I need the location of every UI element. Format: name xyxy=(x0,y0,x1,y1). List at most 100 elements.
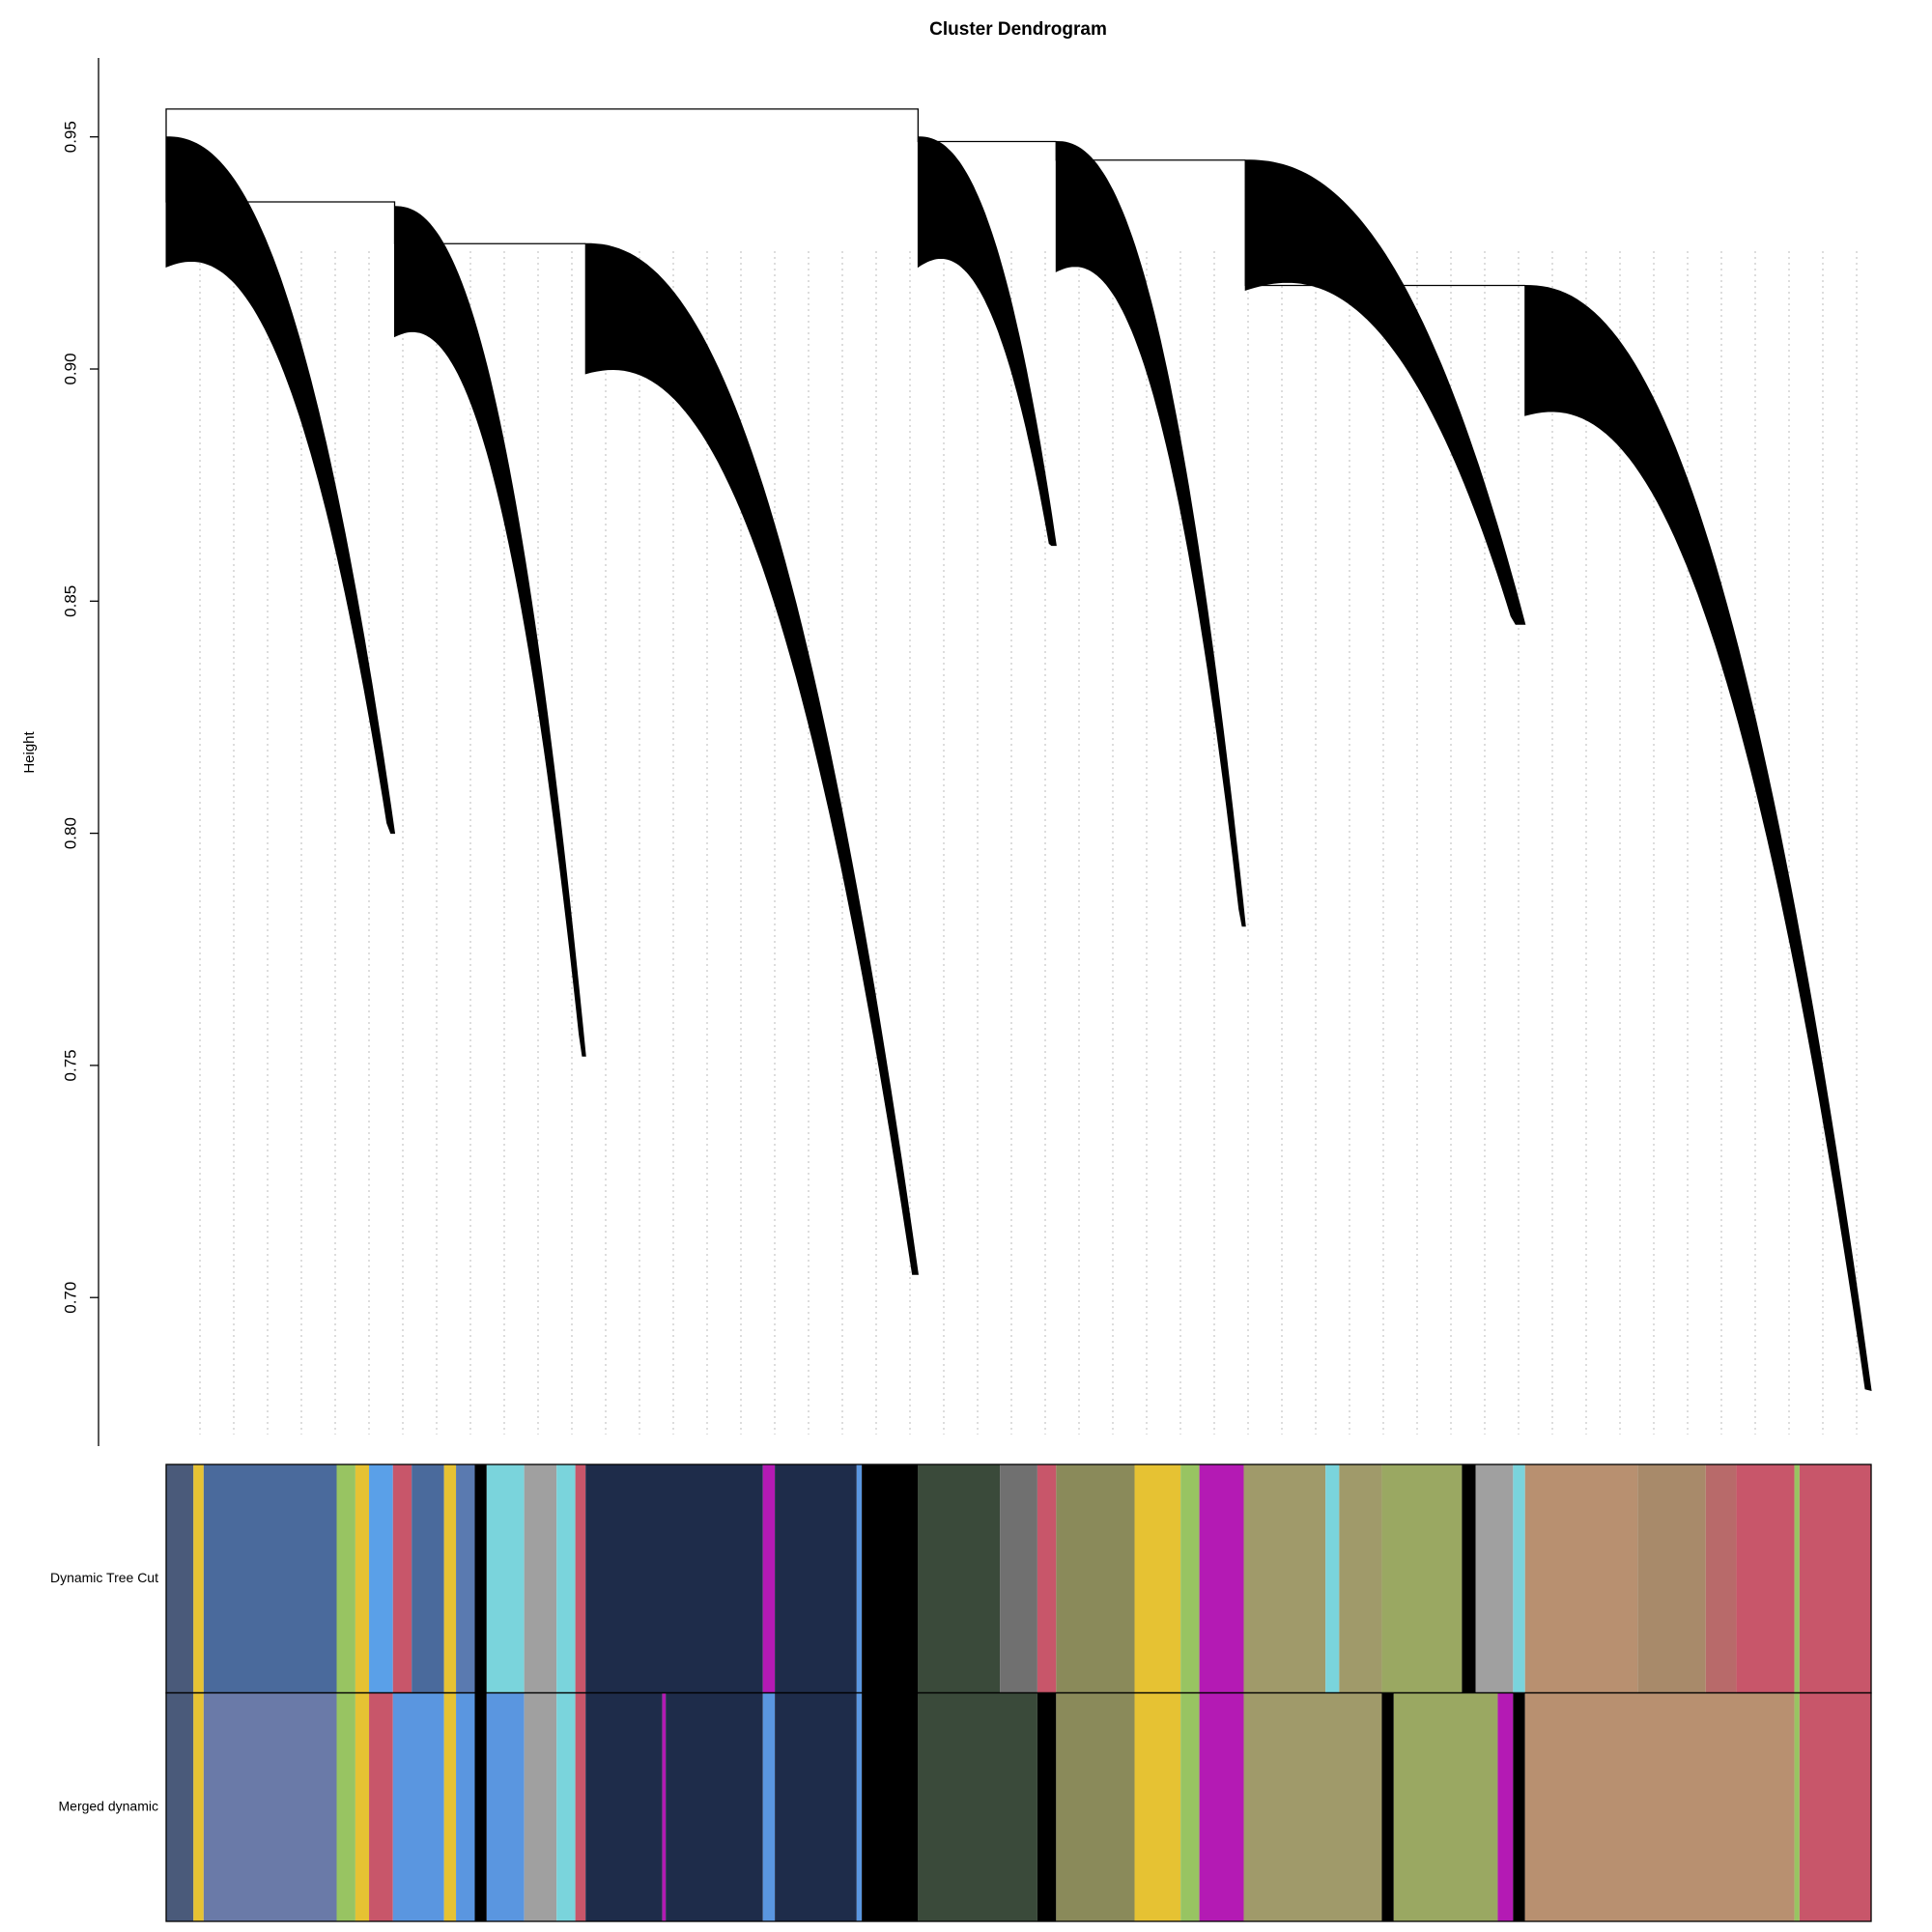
color-segment xyxy=(918,1464,1001,1693)
color-segment xyxy=(1513,1464,1525,1693)
dendrogram xyxy=(165,108,1872,1391)
color-segment xyxy=(1199,1464,1244,1693)
color-segment xyxy=(918,1692,1037,1921)
color-segment xyxy=(336,1464,355,1693)
color-segment xyxy=(1736,1464,1795,1693)
color-segment xyxy=(556,1464,576,1693)
color-segment xyxy=(775,1464,857,1693)
cluster-branch xyxy=(1244,159,1526,625)
color-row-frame xyxy=(165,1691,1872,1922)
color-segment xyxy=(355,1464,370,1693)
color-segment xyxy=(392,1464,412,1693)
color-segment xyxy=(575,1464,586,1693)
color-segment xyxy=(443,1692,457,1921)
color-segment xyxy=(1513,1692,1525,1921)
color-segment xyxy=(1524,1464,1638,1693)
color-segment xyxy=(1794,1692,1800,1921)
color-segment xyxy=(486,1464,525,1693)
color-segment xyxy=(456,1692,475,1921)
color-segment xyxy=(369,1692,393,1921)
color-segment xyxy=(524,1464,557,1693)
color-segment xyxy=(1199,1692,1244,1921)
merge-link xyxy=(393,206,586,244)
chart-title: Cluster Dendrogram xyxy=(929,19,1107,40)
color-segment xyxy=(1134,1464,1181,1693)
color-segment xyxy=(1180,1692,1200,1921)
color-segment xyxy=(585,1464,763,1693)
color-segment xyxy=(1381,1464,1463,1693)
color-segment xyxy=(862,1692,919,1921)
color-segment xyxy=(1705,1464,1737,1693)
color-segment xyxy=(666,1692,763,1921)
y-tick-label: 0.90 xyxy=(61,353,79,384)
color-segment xyxy=(1037,1692,1057,1921)
color-segment xyxy=(1000,1464,1037,1693)
color-segment xyxy=(1497,1692,1514,1921)
cluster-branch xyxy=(1055,140,1246,927)
color-segment xyxy=(762,1464,776,1693)
y-tick-label: 0.80 xyxy=(61,817,79,849)
color-segment xyxy=(486,1692,525,1921)
color-segment xyxy=(474,1692,487,1921)
color-segment xyxy=(662,1692,667,1921)
y-tick-label: 0.95 xyxy=(61,121,79,153)
color-segment xyxy=(1243,1464,1326,1693)
color-segment xyxy=(1243,1692,1382,1921)
merge-link xyxy=(917,136,1057,143)
color-segment xyxy=(1462,1464,1476,1693)
y-tick-label: 0.70 xyxy=(61,1282,79,1314)
cluster-branch xyxy=(1524,284,1872,1391)
y-axis-label: Height xyxy=(21,730,38,773)
color-segment xyxy=(166,1464,194,1693)
color-segment xyxy=(762,1692,776,1921)
color-segment xyxy=(443,1464,457,1693)
color-segment xyxy=(575,1692,586,1921)
color-segment xyxy=(1180,1464,1200,1693)
color-segment xyxy=(1794,1464,1800,1693)
color-segment xyxy=(585,1692,663,1921)
merge-link xyxy=(1055,141,1246,161)
color-segment xyxy=(1325,1464,1340,1693)
merge-link xyxy=(1244,159,1525,287)
color-segment xyxy=(856,1464,863,1693)
color-segment xyxy=(474,1464,487,1693)
color-segment xyxy=(1475,1464,1514,1693)
color-segment xyxy=(203,1464,337,1693)
color-segment xyxy=(456,1464,475,1693)
cluster-branch xyxy=(394,206,586,1057)
color-segment xyxy=(1524,1692,1795,1921)
color-segment xyxy=(203,1692,337,1921)
color-segment xyxy=(1134,1692,1181,1921)
color-segment xyxy=(856,1692,863,1921)
color-segment xyxy=(412,1464,444,1693)
color-segment xyxy=(1037,1464,1057,1693)
color-segment xyxy=(1339,1464,1382,1693)
cluster-branch xyxy=(917,136,1057,547)
color-segment xyxy=(193,1464,204,1693)
y-tick-label: 0.75 xyxy=(61,1049,79,1081)
color-segment xyxy=(1393,1692,1498,1921)
color-segment xyxy=(775,1692,857,1921)
color-segment xyxy=(369,1464,393,1693)
merge-link xyxy=(165,136,396,207)
cluster-branch xyxy=(584,242,919,1275)
color-segment xyxy=(556,1692,576,1921)
color-segment xyxy=(524,1692,557,1921)
color-segment xyxy=(355,1692,370,1921)
y-tick-label: 0.85 xyxy=(61,585,79,617)
color-segment xyxy=(1381,1692,1394,1921)
color-segment xyxy=(392,1692,444,1921)
color-segment xyxy=(862,1464,919,1693)
color-row-label: Dynamic Tree Cut xyxy=(50,1570,158,1585)
color-segment xyxy=(1056,1692,1135,1921)
color-segment xyxy=(336,1692,355,1921)
cluster-branch xyxy=(165,136,396,835)
color-segment xyxy=(1056,1464,1135,1693)
color-segment xyxy=(1637,1464,1706,1693)
color-row-label: Merged dynamic xyxy=(59,1798,159,1813)
color-segment xyxy=(1799,1464,1871,1693)
color-segment xyxy=(166,1692,194,1921)
color-segment xyxy=(1799,1692,1871,1921)
merge-link xyxy=(165,108,920,137)
